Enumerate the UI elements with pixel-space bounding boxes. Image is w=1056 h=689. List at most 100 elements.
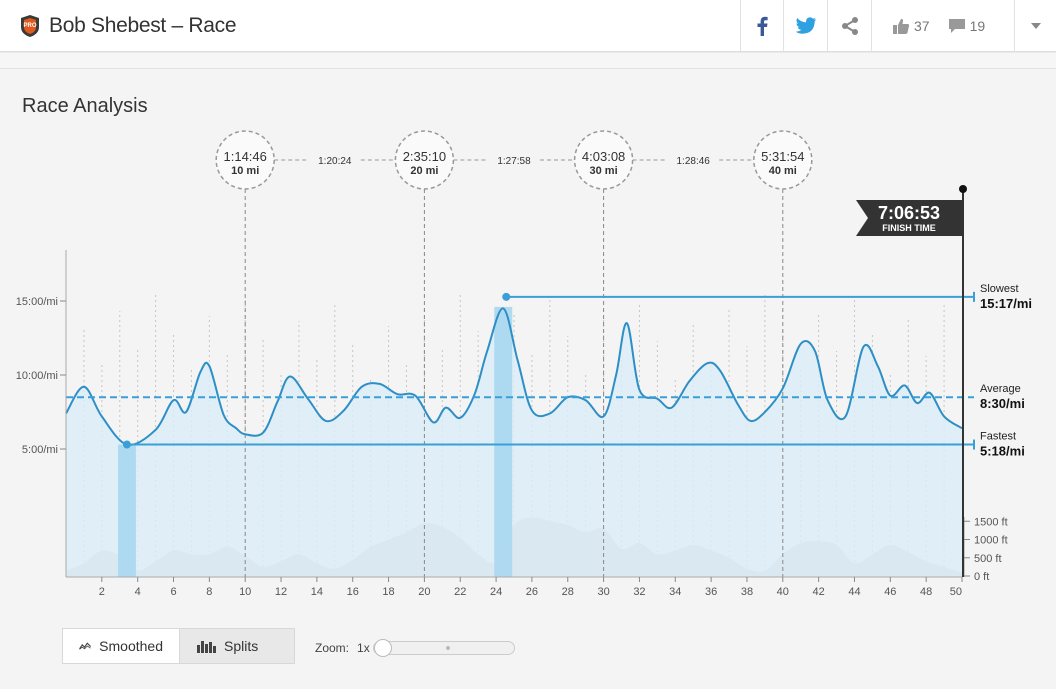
milestone-circle	[753, 130, 813, 190]
x-tick-label: 32	[633, 586, 645, 598]
segment-time-label: 1:20:24	[318, 156, 352, 167]
smoothed-button[interactable]: Smoothed	[62, 628, 180, 664]
share-icon	[841, 17, 858, 35]
fastest-label: Fastest	[980, 431, 1016, 443]
x-tick-label: 20	[418, 586, 430, 598]
pace-highlights	[117, 306, 513, 577]
y-tick-label: 5:00/mi	[22, 444, 58, 456]
chart-axes: 5:00/mi 10:00/mi 15:00/mi 2 4 6 8 10 12 14 16 18 20 2…	[16, 250, 1008, 598]
x-tick-label: 48	[920, 586, 932, 598]
x-tick-label: 50	[950, 586, 962, 598]
sub-header-strip	[0, 53, 1056, 69]
pace-fill	[66, 308, 962, 577]
segment-time-label: 1:28:46	[677, 156, 711, 167]
x-tick-label: 28	[562, 586, 574, 598]
finish-pole-top	[959, 185, 967, 193]
top-bar: PRO Bob Shebest – Race 37	[0, 0, 1056, 52]
slowest-mile-highlight	[494, 306, 513, 577]
x-tick-label: 6	[170, 586, 176, 598]
comment-icon	[948, 19, 965, 33]
milestone-distance: 30 mi	[590, 165, 618, 177]
more-menu-button[interactable]	[1014, 0, 1056, 52]
x-tick-label: 22	[454, 586, 466, 598]
milestone-time: 4:03:08	[582, 149, 625, 164]
zoom-value: 1x	[357, 641, 370, 655]
milestone-distance: 20 mi	[410, 165, 438, 177]
x-tick-label: 44	[848, 586, 860, 598]
kudos-count: 37	[914, 18, 930, 34]
milestone-time: 2:35:10	[403, 149, 446, 164]
line-chart-icon	[79, 642, 92, 650]
x-tick-label: 30	[597, 586, 609, 598]
slowest-marker	[502, 292, 511, 301]
x-tick-label: 36	[705, 586, 717, 598]
milestone-circle	[573, 130, 634, 190]
x-tick-label: 16	[347, 586, 359, 598]
y-tick-label: 15:00/mi	[16, 296, 58, 308]
x-tick-label: 4	[135, 586, 141, 598]
slowest-label: Slowest	[980, 283, 1019, 295]
milestone-distance: 10 mi	[231, 165, 259, 177]
chevron-down-icon	[1030, 23, 1041, 29]
milestone-circle	[394, 130, 455, 190]
zoom-slider-mark	[446, 646, 450, 650]
smoothed-label: Smoothed	[99, 638, 163, 654]
facebook-share-button[interactable]	[740, 0, 783, 52]
twitter-share-button[interactable]	[783, 0, 827, 52]
finish-flag-shape	[856, 200, 962, 236]
milestone-time: 5:31:54	[761, 149, 804, 164]
zoom-slider[interactable]	[373, 641, 515, 655]
fastest-mile-highlight	[117, 444, 136, 577]
panel-title: Race Analysis	[22, 95, 148, 117]
x-tick-label: 18	[382, 586, 394, 598]
x-tick-label: 34	[669, 586, 681, 598]
elevation-tick-label: 500 ft	[974, 553, 1002, 565]
average-label: Average	[980, 383, 1021, 395]
x-tick-label: 38	[741, 586, 753, 598]
x-tick-label: 14	[311, 586, 323, 598]
splits-button[interactable]: Splits	[180, 628, 295, 664]
x-tick-label: 24	[490, 586, 502, 598]
social-counts: 37 19	[871, 0, 1014, 52]
zoom-label: Zoom:	[315, 641, 350, 655]
y-tick-label: 10:00/mi	[16, 370, 58, 382]
bar-chart-icon	[197, 641, 216, 653]
milestone-time: 1:14:46	[224, 149, 267, 164]
x-tick-label: 42	[813, 586, 825, 598]
view-toggle: Smoothed Splits	[62, 628, 295, 664]
pace-series	[65, 307, 963, 446]
milestone-distance: 40 mi	[769, 165, 797, 177]
comments-count: 19	[969, 18, 986, 34]
x-tick-label: 46	[884, 586, 896, 598]
elevation-tick-label: 1500 ft	[974, 516, 1008, 528]
finish-time-label: FINISH TIME	[882, 223, 936, 233]
x-tick-label: 26	[526, 586, 538, 598]
fastest-value: 5:18/mi	[980, 444, 1025, 459]
pace-area	[66, 308, 962, 577]
finish-time: 7:06:53	[878, 203, 940, 223]
twitter-icon	[795, 17, 816, 34]
x-tick-label: 40	[777, 586, 789, 598]
strava-pro-badge-icon: PRO	[21, 15, 39, 37]
average-value: 8:30/mi	[980, 396, 1025, 411]
milestone-circle	[215, 130, 275, 190]
kudos-button[interactable]: 37	[892, 17, 930, 35]
elevation-tick-label: 1000 ft	[974, 535, 1008, 547]
milestone-connectors: 1:20:24 1:27:58 1:28:46	[244, 156, 784, 577]
comments-button[interactable]: 19	[948, 18, 986, 34]
x-tick-label: 12	[275, 586, 287, 598]
share-button[interactable]	[827, 0, 871, 52]
x-tick-label: 10	[239, 586, 251, 598]
page-title: Bob Shebest – Race	[49, 14, 237, 37]
slowest-value: 15:17/mi	[980, 296, 1032, 311]
fastest-marker	[122, 440, 131, 449]
x-tick-label: 8	[206, 586, 212, 598]
thumbs-up-icon	[893, 18, 910, 34]
zoom-slider-handle[interactable]	[374, 639, 392, 657]
splits-label: Splits	[224, 638, 259, 654]
segment-time-label: 1:27:58	[497, 156, 531, 167]
